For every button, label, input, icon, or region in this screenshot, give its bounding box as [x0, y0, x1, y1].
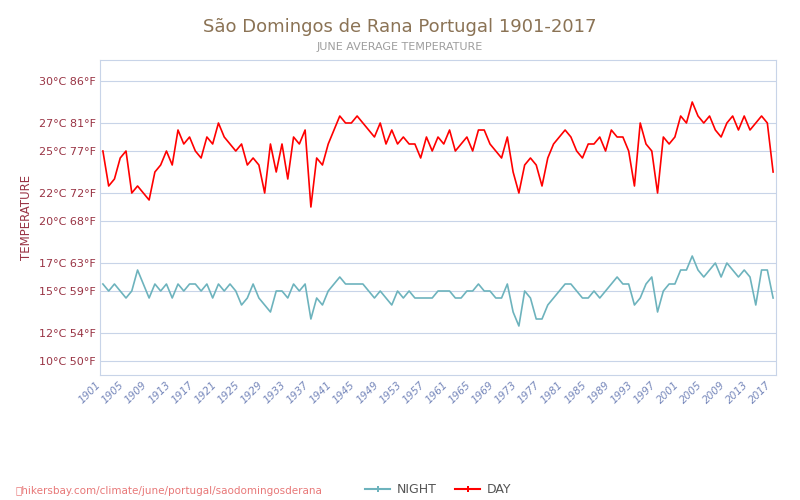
Text: JUNE AVERAGE TEMPERATURE: JUNE AVERAGE TEMPERATURE [317, 42, 483, 52]
Legend: NIGHT, DAY: NIGHT, DAY [360, 478, 516, 500]
Text: 📍hikersbay.com/climate/june/portugal/saodomingosderana: 📍hikersbay.com/climate/june/portugal/sao… [16, 486, 323, 496]
Y-axis label: TEMPERATURE: TEMPERATURE [20, 175, 33, 260]
Text: São Domingos de Rana Portugal 1901-2017: São Domingos de Rana Portugal 1901-2017 [203, 18, 597, 36]
